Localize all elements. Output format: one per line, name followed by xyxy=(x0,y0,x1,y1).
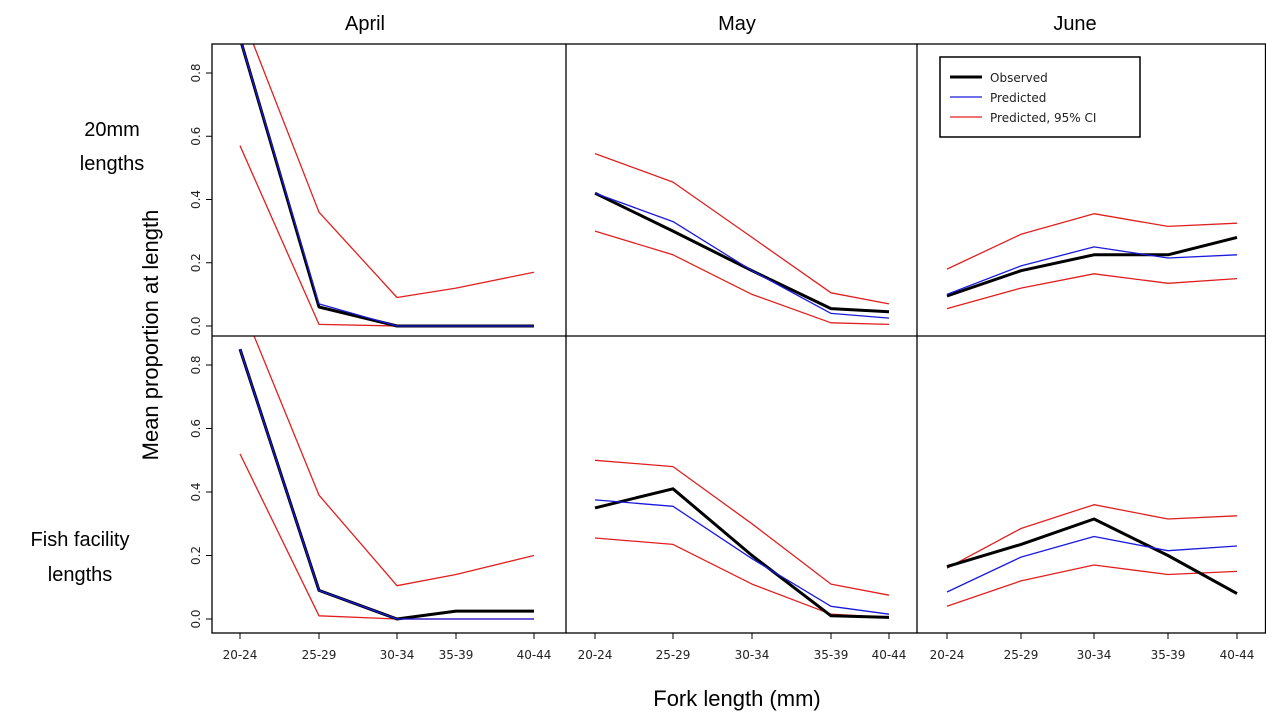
y-tick-label: 0.0 xyxy=(189,316,203,335)
x-tick-label: 20-24 xyxy=(223,648,258,662)
panel-1-1 xyxy=(594,459,890,619)
ci-lower-line xyxy=(239,453,534,620)
predicted-line xyxy=(946,535,1238,593)
x-tick-label: 25-29 xyxy=(302,648,337,662)
legend-label: Predicted xyxy=(990,91,1046,105)
y-tick-label: 0.4 xyxy=(189,482,203,501)
y-tick-label: 0.6 xyxy=(189,127,203,146)
row-label: Fish facility xyxy=(31,529,130,551)
row-label: lengths xyxy=(80,153,145,175)
row-label: lengths xyxy=(48,564,113,586)
observed-line xyxy=(946,235,1238,298)
ci-upper-line xyxy=(594,459,890,596)
x-tick-label: 30-34 xyxy=(1077,648,1112,662)
y-tick-label: 0.4 xyxy=(189,190,203,209)
panel-0-0 xyxy=(239,44,535,328)
x-axis-title: Fork length (mm) xyxy=(653,686,820,711)
x-tick-label: 20-24 xyxy=(578,648,613,662)
x-tick-label: 40-44 xyxy=(872,648,907,662)
y-tick-label: 0.2 xyxy=(189,546,203,565)
observed-line xyxy=(240,44,534,328)
observed-line xyxy=(946,517,1238,595)
legend-label: Predicted, 95% CI xyxy=(990,111,1096,125)
observed-line xyxy=(594,487,890,619)
legend-label: Observed xyxy=(990,71,1048,85)
column-title: May xyxy=(718,13,756,35)
row-label: 20mm xyxy=(84,119,140,141)
ci-upper-line xyxy=(253,336,535,587)
x-tick-label: 30-34 xyxy=(735,648,770,662)
y-tick-label: 0.8 xyxy=(189,355,203,374)
x-tick-label: 35-39 xyxy=(1151,648,1186,662)
ci-upper-line xyxy=(252,44,535,299)
x-tick-label: 35-39 xyxy=(439,648,474,662)
panel-0-1 xyxy=(594,152,890,326)
y-tick-label: 0.0 xyxy=(189,609,203,628)
panel-0-2 xyxy=(946,213,1238,310)
labels-layer: 0.0 0.2 0.4 0.6 0.8 0.0 0.2 0.4 0.6 0.8 20-24 25-29… xyxy=(31,13,1255,711)
legend: Observed Predicted Predicted, 95% CI xyxy=(939,56,1141,138)
ci-lower-line xyxy=(946,564,1238,607)
column-title: June xyxy=(1053,13,1096,35)
x-tick-label: 40-44 xyxy=(517,648,552,662)
y-axis-title: Mean proportion at length xyxy=(138,210,163,461)
x-tick-label: 25-29 xyxy=(656,648,691,662)
predicted-line xyxy=(594,192,890,319)
ci-lower-line xyxy=(946,273,1238,310)
y-tick-label: 0.8 xyxy=(189,63,203,82)
panel-1-2 xyxy=(946,504,1238,607)
predicted-line xyxy=(239,348,534,620)
predicted-line xyxy=(241,44,534,327)
x-tick-label: 40-44 xyxy=(1220,648,1255,662)
x-tick-label: 25-29 xyxy=(1004,648,1039,662)
y-tick-label: 0.2 xyxy=(189,253,203,272)
x-tick-label: 30-34 xyxy=(380,648,415,662)
ci-upper-line xyxy=(946,213,1238,270)
ci-lower-line xyxy=(594,537,890,619)
panel-1-0 xyxy=(238,336,535,621)
x-tick-label: 20-24 xyxy=(930,648,965,662)
ci-lower-line xyxy=(239,145,534,327)
ci-upper-line xyxy=(946,504,1238,569)
column-title: April xyxy=(345,13,385,35)
x-tick-label: 35-39 xyxy=(814,648,849,662)
ci-lower-line xyxy=(594,230,890,326)
ci-upper-line xyxy=(594,152,890,305)
observed-line xyxy=(594,191,890,314)
predicted-line xyxy=(946,246,1238,296)
y-tick-label: 0.6 xyxy=(189,419,203,438)
predicted-line xyxy=(594,499,890,615)
